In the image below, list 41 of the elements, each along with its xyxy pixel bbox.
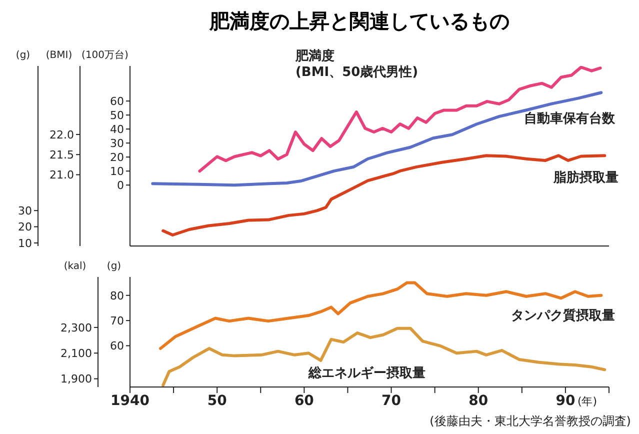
x-axis-title: (年) xyxy=(577,395,598,408)
series-label: 自動車保有台数 xyxy=(524,110,616,127)
y3-tick-label: 20 xyxy=(18,220,32,234)
text: 肥満度 (BMI、50歳代男性) xyxy=(294,48,418,80)
y2-tick-label: 21.5 xyxy=(50,148,74,162)
y-tick-label: 30 xyxy=(110,136,124,150)
series-label: 脂肪摂取量 xyxy=(552,170,619,186)
y2-tick-label: 22.0 xyxy=(50,128,74,142)
y-tick-label: 60 xyxy=(110,94,124,108)
x-tick-label: 50 xyxy=(207,392,228,409)
y2-tick-label: 2,100 xyxy=(60,347,92,360)
y-tick-label: 50 xyxy=(110,108,124,122)
y3-tick-label: 10 xyxy=(18,236,32,250)
y-tick-label: 0 xyxy=(117,178,124,192)
chart-title: 肥満度の上昇と関連しているもの xyxy=(208,8,510,35)
line-series xyxy=(162,326,606,387)
y-tick-label: 80 xyxy=(110,289,124,302)
y-axis-title: (g) xyxy=(106,261,122,272)
text: (後藤由夫・東北大学名誉教授の調査) xyxy=(428,413,631,430)
y2-tick-label: 21.0 xyxy=(50,168,74,182)
y-tick-label: 60 xyxy=(110,340,124,353)
y-tick-label: 10 xyxy=(110,164,124,178)
y2-axis-title: (kal) xyxy=(64,261,86,272)
x-tick-label: 90 xyxy=(556,392,576,409)
y-tick-label: 70 xyxy=(110,314,124,328)
y-axis-title: (100万台) xyxy=(82,49,129,61)
series-label: 総エネルギー摂取量 xyxy=(308,366,426,382)
x-tick-label: 80 xyxy=(468,392,488,409)
line-series xyxy=(162,154,606,237)
series-label: タンパク質摂取量 xyxy=(511,307,616,324)
y2-axis-title: (BMI) xyxy=(46,50,72,61)
y2-tick-label: 2,300 xyxy=(60,321,92,334)
x-tick-label: 60 xyxy=(294,392,314,409)
y3-tick-label: 30 xyxy=(18,204,32,218)
x-tick-label: 1940 xyxy=(110,392,150,409)
x-tick-label: 70 xyxy=(382,392,402,409)
y-tick-label: 40 xyxy=(110,122,124,136)
y2-tick-label: 1,900 xyxy=(60,372,92,386)
y3-axis-title: (g) xyxy=(16,50,30,61)
line-series xyxy=(158,281,603,350)
y-tick-label: 20 xyxy=(110,150,124,164)
